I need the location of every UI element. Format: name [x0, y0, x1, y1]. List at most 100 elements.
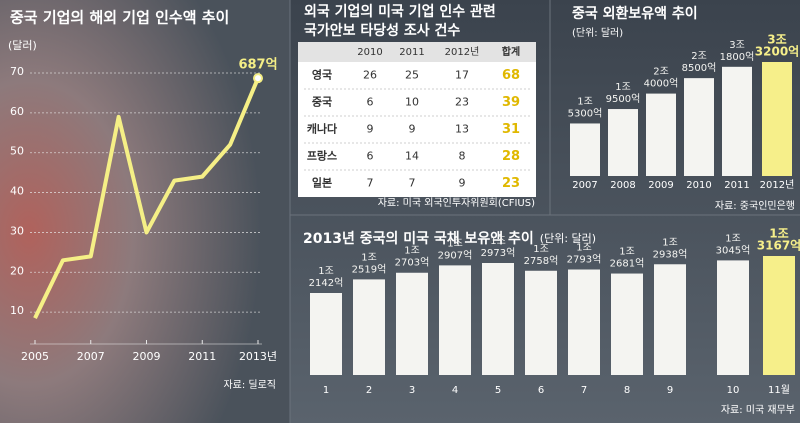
table-cell: 7	[367, 177, 374, 190]
bar	[310, 293, 342, 375]
data-label: 2758억	[524, 255, 559, 267]
bar	[568, 269, 600, 375]
chart-title: 중국 기업의 해외 기업 인수액 추이	[10, 9, 229, 27]
table-cell: 8	[459, 150, 466, 163]
data-label: 4000억	[644, 78, 679, 90]
table-cell: 9	[409, 123, 416, 136]
x-tick-label: 5	[495, 385, 501, 396]
x-tick-label: 8	[624, 385, 630, 396]
data-label: 1조	[725, 233, 741, 244]
x-tick-label: 2009	[133, 350, 161, 363]
x-tick-label: 10	[727, 385, 740, 396]
table-cell: 39	[502, 95, 520, 110]
chart-title: 중국 외환보유액 추이	[572, 5, 698, 22]
table-body	[298, 42, 536, 197]
y-tick-label: 10	[10, 304, 24, 317]
bar	[717, 260, 749, 375]
chart-title-text: 2013년 중국의 미국 국채 보유액 추이	[303, 230, 534, 247]
table-cell: 6	[367, 150, 374, 163]
bar	[353, 279, 385, 375]
bar	[525, 270, 557, 375]
data-label: 2142억	[309, 277, 344, 289]
row-label: 캐나다	[307, 122, 338, 136]
bar	[611, 273, 643, 375]
source: 자료: 미국 재무부	[721, 404, 795, 416]
table-cell: 25	[405, 69, 419, 82]
column-header: 2011	[399, 47, 424, 58]
x-tick-label: 3	[409, 385, 415, 396]
data-label: 2973억	[481, 247, 516, 259]
table-cell: 9	[367, 123, 374, 136]
bar	[654, 264, 686, 375]
data-label: 1조	[361, 252, 377, 263]
source: 자료: 미국 외국인투자위원회(CFIUS)	[378, 196, 535, 209]
row-label: 영국	[312, 69, 332, 82]
bar	[763, 256, 795, 375]
source: 자료: 중국인민은행	[715, 200, 795, 212]
bar	[722, 66, 752, 176]
row-label: 프랑스	[307, 150, 337, 163]
table-cell: 6	[367, 96, 374, 109]
data-label: 5300억	[568, 107, 603, 119]
bar	[396, 272, 428, 375]
x-tick-label: 2011	[188, 350, 216, 363]
data-label: 1조	[769, 227, 788, 241]
column-header: 합계	[502, 45, 520, 58]
x-tick-label: 11월	[768, 384, 790, 396]
x-tick-label: 2009	[648, 180, 673, 191]
x-tick-label: 2008	[610, 180, 635, 191]
row-label: 중국	[312, 96, 332, 109]
table-cell: 23	[455, 96, 469, 109]
data-label: 1조	[576, 243, 592, 254]
y-tick-label: 50	[10, 145, 24, 158]
y-tick-label: 60	[10, 105, 24, 118]
x-tick-label: 2007	[572, 180, 597, 191]
y-tick-label: 30	[10, 224, 24, 237]
left-panel	[0, 0, 290, 423]
bar	[439, 265, 471, 375]
data-label: 1조	[404, 246, 420, 257]
data-label: 3조	[767, 33, 786, 47]
row-label: 일본	[312, 176, 332, 190]
data-label: 1조	[490, 236, 506, 247]
bar	[608, 109, 638, 176]
table-cell: 9	[459, 177, 466, 190]
table-title: 국가안보 타당성 조사 건수	[304, 22, 460, 39]
x-tick-label: 6	[538, 385, 544, 396]
data-label: 3045억	[716, 244, 751, 256]
table-cell: 68	[502, 68, 520, 83]
x-tick-label: 2	[366, 385, 372, 396]
table-title: 외국 기업의 미국 기업 인수 관련	[304, 3, 496, 20]
bar	[762, 62, 792, 176]
y-tick-label: 70	[10, 65, 24, 78]
x-tick-label: 2005	[21, 350, 49, 363]
column-header: 2012년	[445, 46, 480, 58]
x-tick-label: 2013년	[239, 350, 277, 363]
chart-subtitle: (단위: 달러)	[572, 26, 623, 39]
data-label: 2703억	[395, 257, 430, 269]
data-label: 1800억	[720, 51, 755, 63]
bar	[684, 78, 714, 176]
bar	[570, 123, 600, 176]
table-cell: 14	[405, 150, 419, 163]
data-label: 2907억	[438, 249, 473, 261]
y-tick-label: 20	[10, 264, 24, 277]
x-tick-label: 7	[581, 385, 587, 396]
bar	[482, 263, 514, 375]
data-label: 2681억	[610, 258, 645, 270]
x-tick-label: 1	[323, 385, 329, 396]
end-marker	[253, 73, 263, 84]
x-tick-label: 9	[667, 385, 673, 396]
data-label: 687억	[238, 58, 277, 73]
table-cell: 23	[502, 176, 520, 191]
data-label: 2조	[653, 67, 669, 78]
table-cell: 28	[502, 149, 520, 164]
data-label: 2938억	[653, 248, 688, 260]
data-label: 2793억	[567, 254, 602, 266]
x-tick-label: 2012년	[760, 179, 795, 191]
data-label: 9500억	[606, 93, 641, 105]
table-cell: 17	[455, 69, 469, 82]
data-label: 1조	[615, 82, 631, 93]
data-label: 1조	[533, 244, 549, 255]
